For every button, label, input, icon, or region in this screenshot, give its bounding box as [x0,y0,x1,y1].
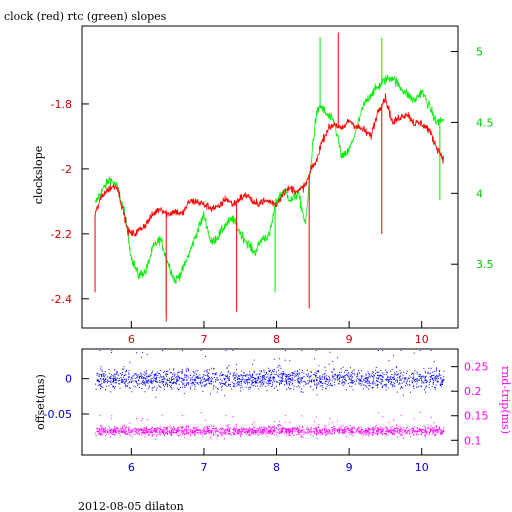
top-plot-frame [81,25,459,329]
bottom-y-tick-label: -0.05 [44,408,72,421]
rnd-trip-points [95,412,445,440]
offset-points [95,350,445,398]
top-y2-tick-label: 5 [476,46,483,59]
top-panel: -1.8 -2 -2.2 -2.4 5 4.5 4 3.5 6 7 8 9 10 clockslop… [32,25,494,346]
bottom-left-axis: 0 -0.05 [44,373,89,421]
bottom-y-axis-label: offset(ms) [34,374,47,430]
bottom-y2-axis-label: rnd-trip(ms) [499,366,512,434]
top-x-tick-label: 9 [346,333,353,346]
chart-title: clock (red) rtc (green) slopes [4,10,167,23]
top-left-axis: -1.8 -2 -2.2 -2.4 [51,98,89,306]
top-x-tick-label: 6 [128,333,135,346]
clock-series [94,32,444,322]
bottom-y2-tick-label: 0.25 [464,361,489,374]
bottom-x-tick-label: 10 [415,461,429,474]
bottom-y2-tick-label: 0.15 [464,410,489,423]
clock-line [94,93,444,237]
bottom-x-tick-label: 9 [346,461,353,474]
rnd-trip-scatter-points [95,412,445,440]
top-x-tick-label: 7 [200,333,207,346]
top-y-tick-label: -2.2 [51,228,72,241]
top-y-tick-label: -1.8 [51,98,72,111]
top-y2-tick-label: 4.5 [476,116,494,129]
bottom-x-tick-label: 8 [273,461,280,474]
bottom-plot-frame [81,348,459,456]
top-y2-tick-label: 4 [476,187,483,200]
top-x-tick-label: 8 [273,333,280,346]
rtc-series [95,37,444,314]
footer-label: 2012-08-05 dilaton [78,500,184,512]
bottom-x-axis: 6 7 8 9 10 [128,448,429,474]
top-y-axis-label: clockslope [32,146,45,204]
top-x-tick-label: 10 [415,333,429,346]
top-right-axis: 5 4.5 4 3.5 [451,46,494,271]
bottom-y-tick-label: 0 [65,373,72,386]
top-y-tick-label: -2.4 [51,293,72,306]
bottom-y2-tick-label: 0.1 [464,434,482,447]
bottom-panel: 0-0.05 0.250.20.150.1 6 7 8 9 10 offset(ms) … [34,348,512,474]
top-y-tick-label: -2 [61,163,72,176]
rtc-line [95,74,444,285]
bottom-x-tick-label: 6 [128,461,135,474]
top-x-axis: 6 7 8 9 10 [128,321,429,346]
bottom-right-axis: 0.25 0.2 0.15 0.1 [451,361,489,447]
top-y2-tick-label: 3.5 [476,258,494,271]
bottom-x-tick-label: 7 [200,461,207,474]
offset-scatter-points [95,350,445,398]
bottom-y2-tick-label: 0.2 [464,385,482,398]
